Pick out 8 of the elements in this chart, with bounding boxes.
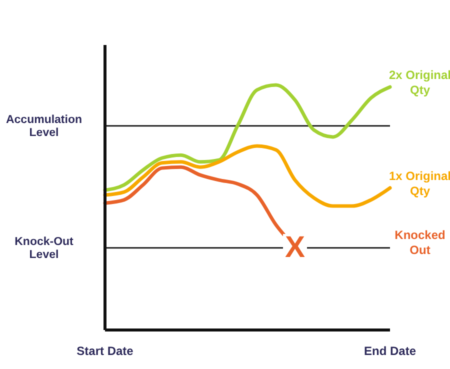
series-label: 2x Original Qty <box>388 68 450 97</box>
annotation: X <box>284 230 306 264</box>
ref-line-label: Knock-Out Level <box>14 236 74 261</box>
ref-line-label: Accumulation Level <box>6 114 82 139</box>
x-tick-label: Start Date <box>76 344 134 358</box>
text: Knocked Out <box>394 228 446 257</box>
series-label: 1x Original Qty <box>388 168 450 198</box>
x-tick-label: End Date <box>364 344 416 358</box>
